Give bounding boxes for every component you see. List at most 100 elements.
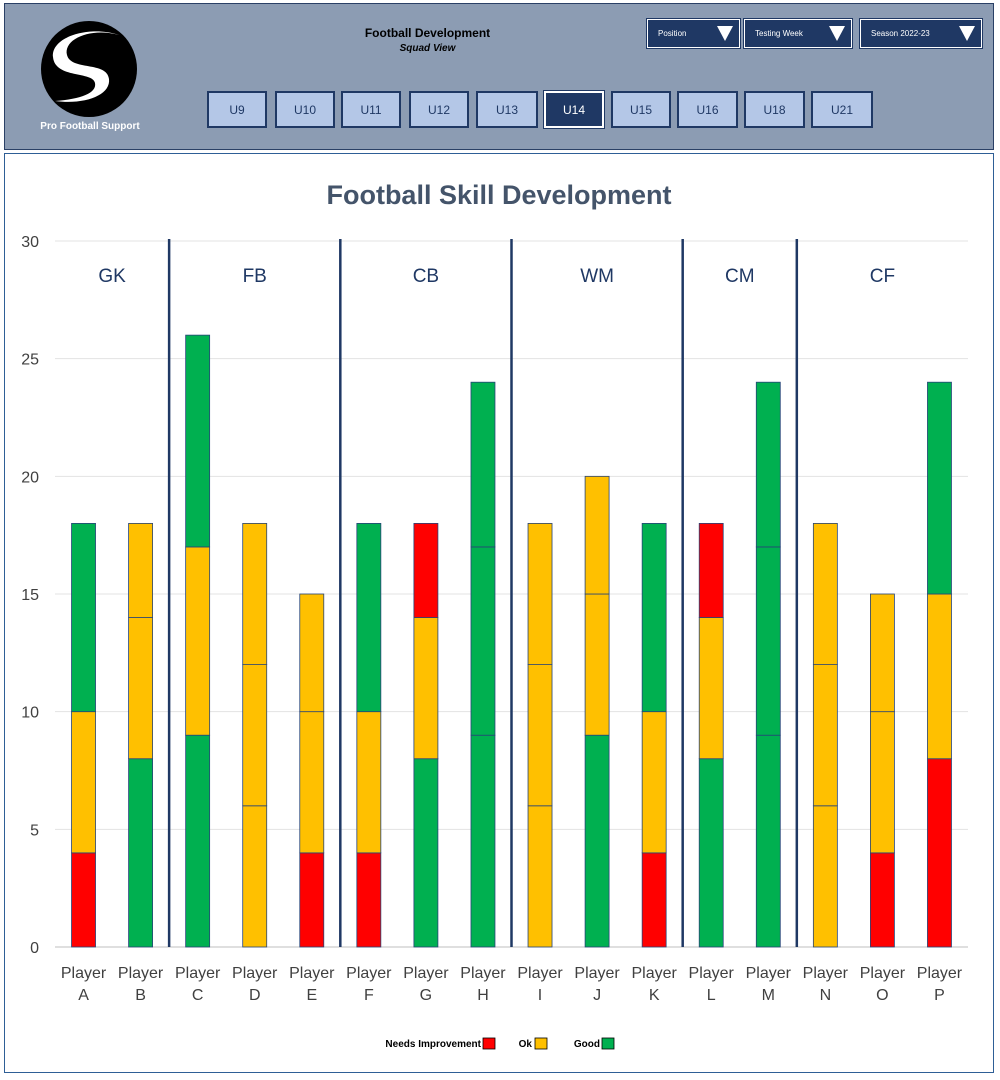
tab-u10[interactable]: U10: [275, 91, 335, 128]
bar-segment: [470, 381, 496, 548]
bar-segment: [927, 593, 952, 760]
bar-segment: [584, 734, 610, 948]
x-tick-label-letter: L: [707, 987, 716, 1004]
bar-segment: [527, 664, 553, 807]
page-title: Football Development: [364, 26, 491, 40]
legend-label: Ok: [519, 1039, 533, 1050]
bar-segment: [927, 381, 952, 595]
bar-segment: [812, 664, 838, 807]
tab-u11[interactable]: U11: [341, 91, 401, 128]
x-tick-label: Player: [746, 965, 792, 982]
bar-segment: [755, 546, 781, 736]
x-tick-label-letter: B: [135, 987, 146, 1004]
position-group-label: CM: [725, 266, 755, 287]
x-tick-label-letter: F: [364, 987, 374, 1004]
dropdown-arrow-icon: [829, 26, 845, 41]
x-tick-label-letter: G: [420, 987, 432, 1004]
x-tick-label-letter: J: [593, 987, 601, 1004]
bar-segment: [185, 734, 211, 948]
tab-u18[interactable]: U18: [744, 91, 805, 128]
bar-segment: [242, 664, 268, 807]
bar-segment: [185, 546, 211, 736]
legend-swatch: [482, 1037, 496, 1050]
bar-segment: [299, 852, 325, 948]
x-tick-label: Player: [460, 965, 506, 982]
bar-segment: [299, 711, 325, 854]
x-tick-label: Player: [175, 965, 221, 982]
bar-segment: [413, 758, 439, 948]
position-group-label: FB: [243, 266, 267, 287]
bar-segment: [584, 475, 610, 595]
tab-u21[interactable]: U21: [811, 91, 873, 128]
x-tick-label: Player: [631, 965, 677, 982]
legend-label: Good: [574, 1039, 600, 1050]
y-tick-label: 0: [30, 940, 39, 957]
bar-segment: [927, 758, 952, 948]
bar-segment: [870, 593, 895, 713]
bar-segment: [128, 617, 153, 760]
bar-segment: [128, 522, 153, 618]
x-tick-label: Player: [289, 965, 335, 982]
season-dropdown[interactable]: Season 2022-23: [860, 19, 982, 48]
chart-panel: Football Skill Development 0 5 10 15 20 25 30 …: [4, 153, 994, 1073]
bar-segment: [527, 522, 553, 665]
x-tick-label-letter: A: [78, 987, 89, 1004]
x-tick-label-letter: I: [538, 987, 542, 1004]
y-tick-label: 15: [21, 587, 39, 604]
x-tick-label-letter: K: [649, 987, 660, 1004]
bar-segment: [755, 734, 781, 948]
logo-emblem: [41, 21, 137, 117]
x-tick-label-letter: H: [477, 987, 489, 1004]
dropdown-arrow-icon: [717, 26, 733, 41]
y-tick-label: 30: [21, 234, 39, 251]
y-tick-label: 5: [30, 822, 39, 839]
bar-segment: [242, 522, 268, 665]
bar-segment: [641, 522, 667, 713]
bar-segment: [413, 617, 439, 760]
tab-u9[interactable]: U9: [207, 91, 267, 128]
bar-segment: [71, 852, 96, 948]
bar-segment: [641, 852, 667, 948]
x-tick-label: Player: [403, 965, 449, 982]
bar-segment: [71, 522, 96, 713]
testing-week-dropdown[interactable]: Testing Week: [744, 19, 852, 48]
bar-segment: [698, 522, 724, 618]
bar-segment: [698, 617, 724, 760]
dashboard-header: Pro Football Support Football Developmen…: [4, 3, 994, 150]
x-tick-label-letter: M: [762, 987, 775, 1004]
x-tick-label-letter: D: [249, 987, 261, 1004]
chart-title: Football Skill Development: [326, 180, 671, 210]
bar-segment: [128, 758, 153, 948]
bar-segment: [527, 805, 553, 948]
bar-segment: [299, 593, 325, 713]
tab-u15[interactable]: U15: [611, 91, 671, 128]
tab-u16[interactable]: U16: [677, 91, 738, 128]
tab-u14[interactable]: U14: [544, 91, 604, 128]
bar-segment: [356, 522, 382, 713]
x-tick-label: Player: [232, 965, 278, 982]
bar-segment: [470, 734, 496, 948]
bar-segment: [356, 711, 382, 854]
x-tick-label: Player: [860, 965, 906, 982]
bar-segment: [755, 381, 781, 548]
position-dropdown[interactable]: Position: [647, 19, 740, 48]
bar-segment: [185, 334, 211, 548]
y-tick-label: 20: [21, 469, 39, 486]
x-tick-label: Player: [118, 965, 164, 982]
x-tick-label-letter: P: [934, 987, 945, 1004]
x-tick-label: Player: [517, 965, 563, 982]
x-tick-label-letter: E: [306, 987, 317, 1004]
x-tick-label-letter: C: [192, 987, 204, 1004]
bar-segment: [71, 711, 96, 854]
skill-development-chart: Football Skill Development 051015202530 …: [21, 180, 968, 1050]
bar-segment: [584, 593, 610, 736]
position-dropdown-label: Position: [658, 29, 687, 38]
bar-segment: [356, 852, 382, 948]
bar-segment: [870, 852, 895, 948]
tab-u12[interactable]: U12: [409, 91, 469, 128]
bar-segment: [641, 711, 667, 854]
season-dropdown-label: Season 2022-23: [871, 29, 930, 38]
logo: Pro Football Support: [31, 17, 149, 141]
page-subtitle: Squad View: [399, 43, 456, 54]
tab-u13[interactable]: U13: [476, 91, 538, 128]
